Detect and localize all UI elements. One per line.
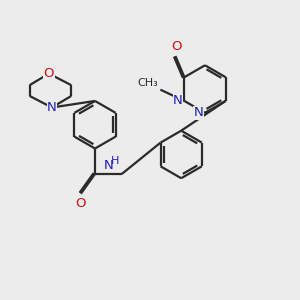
Text: O: O (171, 40, 181, 53)
Text: N: N (103, 159, 113, 172)
Text: O: O (75, 197, 86, 210)
Text: N: N (47, 101, 57, 114)
Text: O: O (44, 67, 54, 80)
Text: N: N (194, 106, 203, 119)
Text: H: H (110, 156, 119, 166)
Text: CH₃: CH₃ (137, 79, 158, 88)
Text: N: N (173, 94, 183, 107)
